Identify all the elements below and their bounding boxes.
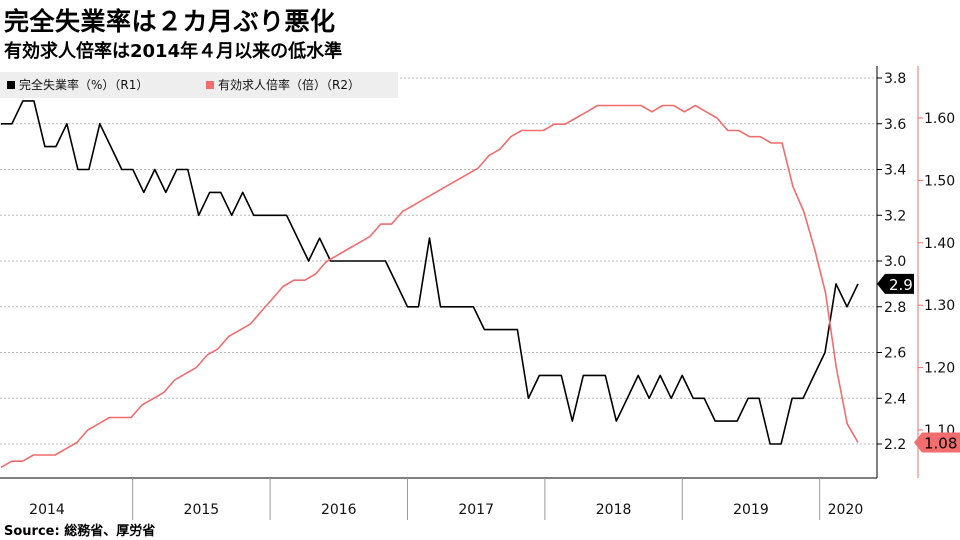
legend-swatch-job-ratio <box>206 81 214 89</box>
legend-label-job-ratio: 有効求人倍率（倍）（R2） <box>218 77 360 92</box>
last-value-badge-job-ratio <box>914 432 960 453</box>
legend-label-unemployment: 完全失業率（%）（R1） <box>19 77 148 92</box>
legend-swatch-unemployment <box>7 81 15 89</box>
last-value-labels: 2.9 1.08 <box>877 273 960 453</box>
last-value-label-unemployment: 2.9 <box>889 276 913 294</box>
x-tick-label: 2017 <box>458 502 494 518</box>
y-left-tick-label: 2.6 <box>884 346 906 362</box>
x-tick-label: 2014 <box>29 502 65 518</box>
y-left-tick-label: 3.2 <box>884 208 906 224</box>
y-right-tick-label: 1.50 <box>924 173 955 189</box>
y-right-tick-label: 1.20 <box>924 361 955 377</box>
x-tick-label: 2015 <box>184 502 220 518</box>
gridlines <box>0 77 877 445</box>
y-left-tick-label: 2.8 <box>884 300 906 316</box>
legend-background <box>0 72 398 98</box>
chart-title: 完全失業率は２カ月ぶり悪化 <box>4 7 336 36</box>
last-value-label-job-ratio: 1.08 <box>924 434 957 452</box>
series-line-job-ratio <box>0 104 859 469</box>
y-left-tick-label: 2.4 <box>884 391 906 407</box>
y-right-tick-label: 1.30 <box>924 298 955 314</box>
legend: 完全失業率（%）（R1） 有効求人倍率（倍）（R2） <box>0 72 398 98</box>
x-tick-label: 2020 <box>828 502 864 518</box>
x-tick-label: 2019 <box>733 502 769 518</box>
x-tick-label: 2016 <box>321 502 357 518</box>
series-line-unemployment <box>1 100 859 445</box>
source-note: Source: 総務省、厚労省 <box>4 524 156 539</box>
y-right-tick-label: 1.40 <box>924 236 955 252</box>
chart-subtitle: 有効求人倍率は2014年４月以来の低水準 <box>4 41 343 62</box>
y-axis-right: 1.101.201.301.401.501.60 <box>917 66 955 478</box>
series-lines <box>0 100 859 469</box>
last-value-badge-unemployment <box>877 273 914 294</box>
y-right-tick-label: 1.60 <box>924 111 955 127</box>
y-axis-left: 2.2 2.4 2.6 2.8 3.0 3.2 3.4 3.6 3.8 <box>876 66 906 478</box>
y-left-tick-label: 3.6 <box>884 117 906 133</box>
y-left-tick-label: 3.0 <box>884 254 906 270</box>
x-axis: 2014 2015 2016 2017 2018 2019 2020 <box>0 477 877 520</box>
y-left-tick-label: 2.2 <box>884 437 906 453</box>
x-tick-label: 2018 <box>596 502 632 518</box>
y-left-tick-label: 3.4 <box>884 163 906 179</box>
y-left-tick-label: 3.8 <box>884 71 906 87</box>
